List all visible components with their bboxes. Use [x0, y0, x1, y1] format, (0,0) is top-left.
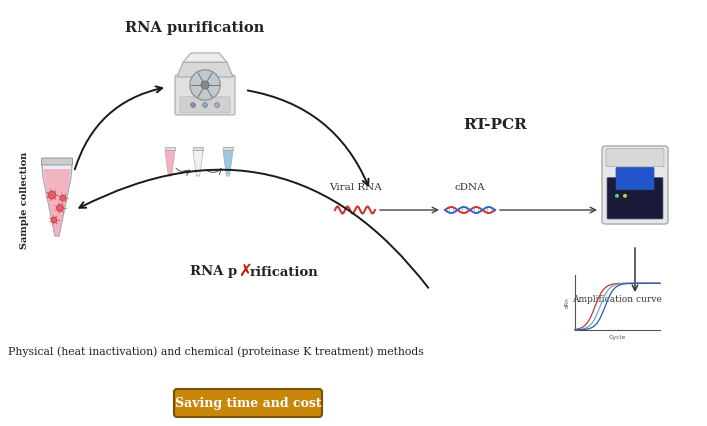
- Polygon shape: [223, 150, 233, 176]
- Polygon shape: [44, 169, 71, 235]
- FancyBboxPatch shape: [607, 177, 663, 219]
- Polygon shape: [193, 150, 203, 176]
- FancyBboxPatch shape: [175, 75, 235, 115]
- Text: RT-PCR: RT-PCR: [463, 118, 527, 132]
- Circle shape: [57, 204, 64, 211]
- Polygon shape: [177, 62, 233, 77]
- Text: RNA purification: RNA purification: [125, 21, 264, 35]
- FancyArrowPatch shape: [79, 170, 428, 288]
- FancyBboxPatch shape: [616, 167, 654, 190]
- Text: rification: rification: [250, 265, 319, 279]
- Polygon shape: [42, 164, 72, 236]
- FancyArrowPatch shape: [247, 90, 368, 185]
- Text: Sample collection: Sample collection: [21, 151, 30, 249]
- Polygon shape: [223, 147, 233, 150]
- Circle shape: [189, 70, 220, 100]
- Text: cDNA: cDNA: [455, 183, 485, 192]
- Circle shape: [48, 191, 56, 199]
- Circle shape: [191, 103, 195, 107]
- Polygon shape: [193, 147, 203, 150]
- Circle shape: [615, 194, 619, 198]
- Circle shape: [51, 217, 57, 223]
- Circle shape: [203, 103, 207, 107]
- Circle shape: [60, 195, 66, 201]
- Polygon shape: [165, 151, 175, 175]
- Polygon shape: [183, 53, 227, 62]
- FancyBboxPatch shape: [180, 97, 230, 113]
- Circle shape: [215, 103, 219, 107]
- Text: Amplification curve: Amplification curve: [572, 296, 662, 305]
- FancyBboxPatch shape: [174, 389, 322, 417]
- Text: Viral RNA: Viral RNA: [329, 183, 381, 192]
- Text: dRn: dRn: [565, 297, 570, 308]
- Text: Cycle: Cycle: [609, 335, 626, 340]
- Polygon shape: [223, 151, 233, 175]
- FancyBboxPatch shape: [42, 158, 73, 165]
- Text: ✗: ✗: [238, 262, 252, 280]
- Polygon shape: [44, 166, 71, 169]
- Polygon shape: [165, 150, 175, 176]
- FancyArrowPatch shape: [75, 86, 162, 170]
- FancyBboxPatch shape: [606, 149, 664, 167]
- Polygon shape: [165, 147, 175, 150]
- FancyBboxPatch shape: [602, 146, 668, 224]
- Polygon shape: [194, 151, 202, 175]
- Text: Saving time and cost: Saving time and cost: [175, 397, 321, 409]
- Text: RNA p: RNA p: [189, 265, 237, 279]
- Circle shape: [201, 81, 209, 89]
- Circle shape: [623, 194, 627, 198]
- Text: Physical (heat inactivation) and chemical (proteinase K treatment) methods: Physical (heat inactivation) and chemica…: [8, 347, 423, 357]
